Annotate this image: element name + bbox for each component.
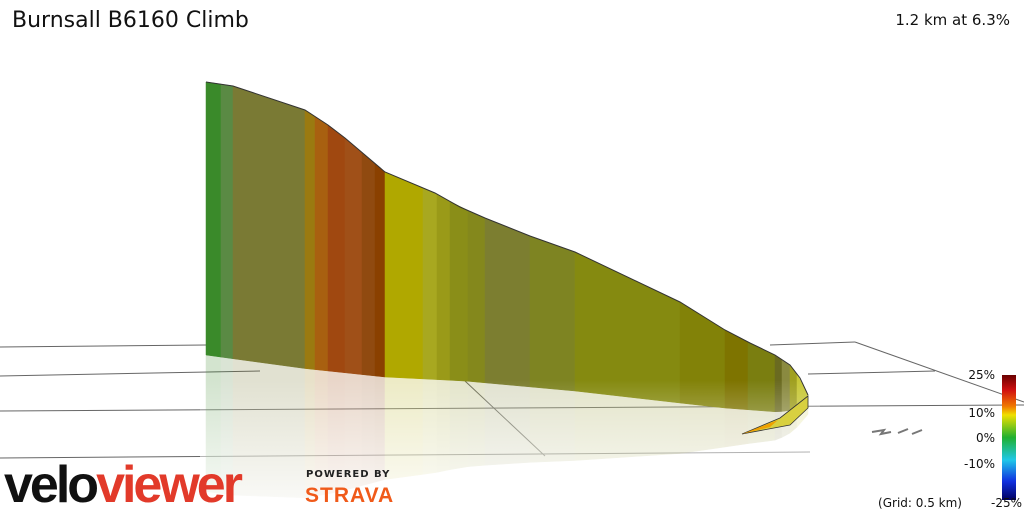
profile-strip: [374, 162, 386, 378]
profile-strip: [314, 116, 329, 372]
powered-by: POWERED BY: [306, 469, 390, 480]
profile-strip: [484, 217, 531, 388]
start-marker: [871, 428, 923, 436]
logo-red: viewer: [96, 456, 243, 512]
profile-strip: [220, 83, 234, 360]
gradient-color-bar: [1002, 375, 1016, 500]
profile-strip: [449, 200, 469, 382]
profile-strip: [361, 151, 376, 377]
legend-tick: 25%: [968, 368, 995, 382]
grid-note: (Grid: 0.5 km): [878, 496, 962, 510]
profile-strip: [327, 124, 346, 374]
logo-dark: velo: [4, 456, 97, 512]
profile-outline: [205, 81, 809, 396]
profile-strip: [205, 81, 222, 358]
legend-tick: -25%: [991, 496, 1022, 510]
veloviewer-logo: veloviewer: [4, 456, 243, 512]
profile-end-turn: [741, 395, 809, 435]
profile-strips: [205, 81, 809, 413]
profile-strip: [529, 235, 576, 392]
legend-tick: 10%: [968, 406, 995, 420]
summary: 1.2 km at 6.3%: [895, 11, 1010, 29]
profile-strip: [344, 137, 363, 375]
legend-tick: -10%: [964, 457, 995, 471]
strava-logo: STRAVA: [305, 484, 394, 507]
profile-strip: [436, 193, 451, 381]
title: Burnsall B6160 Climb: [12, 8, 249, 33]
reflection-fade: [200, 380, 820, 512]
profile-strip: [467, 210, 486, 384]
profile-strip: [304, 109, 316, 370]
profile-strip: [232, 85, 306, 369]
legend-tick: 0%: [976, 431, 995, 445]
profile-end-turn-accent: [742, 420, 778, 434]
profile-strip: [422, 187, 438, 380]
legend-ticks: 25% 10% 0% -10% -25% (Grid: 0.5 km): [878, 368, 1022, 510]
profile-strip: [384, 171, 424, 380]
